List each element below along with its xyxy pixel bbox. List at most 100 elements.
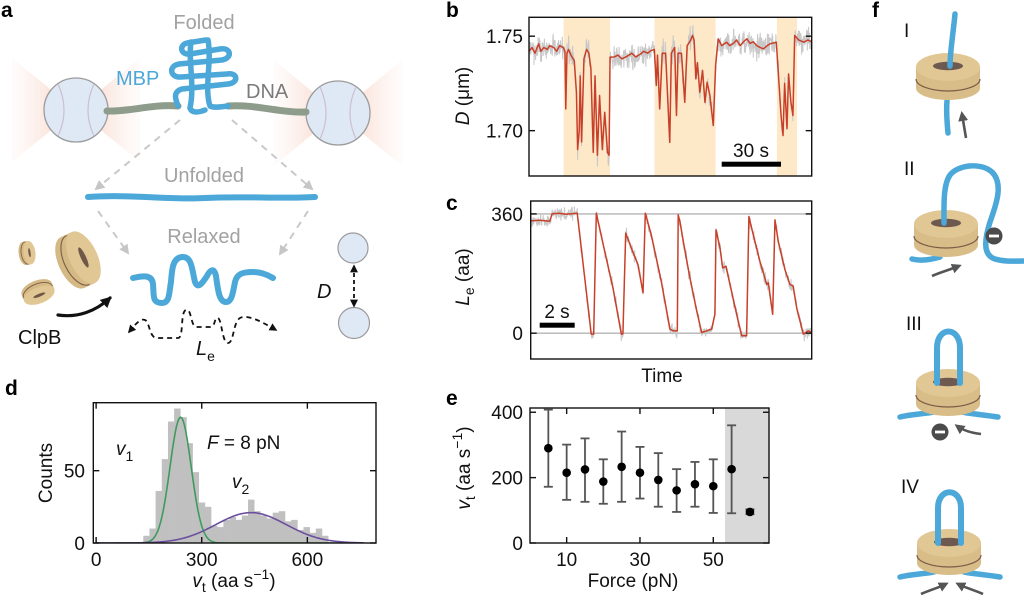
extension-subscript: e <box>207 348 215 364</box>
unfolded-label: Unfolded <box>164 165 244 187</box>
folded-mbp <box>169 37 239 115</box>
histogram-bar <box>186 443 193 543</box>
histogram-bar <box>260 515 267 543</box>
data-point-group <box>543 408 553 488</box>
histogram-bar <box>272 512 280 543</box>
relaxed-protein <box>130 254 276 306</box>
data-point-group <box>745 507 755 517</box>
histogram-bar <box>284 521 292 543</box>
x-axis-unit: (aa s <box>206 571 254 592</box>
data-point-group <box>580 437 590 503</box>
y-tick-label: 360 <box>491 205 523 226</box>
x-axis-label: Force (pN) <box>588 571 679 592</box>
force-value: = 8 pN <box>219 433 281 454</box>
data-point <box>690 479 700 489</box>
dna-label: DNA <box>246 81 289 103</box>
x-tick-label: 50 <box>703 550 724 571</box>
x-axis-symbol: v <box>192 571 203 592</box>
x-axis-label: Time <box>641 366 683 387</box>
mechanism-step-1: I <box>904 11 981 139</box>
force-symbol: F <box>207 433 220 454</box>
mechanism-step-4: IV <box>897 477 1003 596</box>
transition-arrows <box>94 119 314 256</box>
x-tick-label: 0 <box>91 550 102 571</box>
panel-label-e: e <box>446 387 458 410</box>
bead-bottom <box>337 306 371 340</box>
x-axis-label: vt (aa s−1) <box>192 566 275 595</box>
y-tick-label: 0 <box>512 324 523 345</box>
chart-d-marks: 0 50 0 300 600 <box>64 402 377 571</box>
histogram-bar <box>248 499 255 543</box>
raw-trace <box>530 206 812 342</box>
data-point <box>617 462 626 472</box>
y-axis-label: Counts <box>36 443 57 503</box>
histogram-bar <box>192 472 200 543</box>
chart-e-marks: 0 200 400 10 30 50 <box>491 403 770 571</box>
x-tick-label: 600 <box>291 550 323 571</box>
histogram-bar <box>254 511 261 543</box>
histogram-bar <box>217 527 224 543</box>
data-point-group <box>617 430 627 503</box>
histogram-bar <box>241 515 249 543</box>
histogram-bar <box>235 519 243 543</box>
histogram-bar <box>291 519 298 543</box>
plot-frame <box>530 200 813 360</box>
histogram-bar <box>174 408 181 543</box>
y-axis-symbol: D <box>453 111 474 125</box>
relaxed-label: Relaxed <box>167 226 240 248</box>
chart-c-marks: 0 360 <box>491 200 813 360</box>
step-label: IV <box>901 477 919 498</box>
translocation-arrow <box>920 582 949 596</box>
x-axis-subscript: t <box>202 579 206 595</box>
y-axis-label: vt (aa s−1) <box>449 426 478 509</box>
minus-icon <box>985 227 1003 245</box>
substrate-loop <box>934 328 963 386</box>
histogram-bar <box>167 421 175 543</box>
mbp-label: MBP <box>116 68 159 90</box>
bead-top <box>337 232 369 264</box>
panel-c: c 0 360 2 s Le (aa) Time <box>446 192 813 387</box>
fit-label-v2-symbol: v <box>232 472 243 493</box>
histogram-bar <box>315 528 323 543</box>
histogram-bar <box>204 506 212 543</box>
data-point-group <box>690 461 700 508</box>
panel-label-b: b <box>446 0 459 22</box>
y-tick-label: 200 <box>491 469 523 490</box>
plot-frame <box>92 402 377 544</box>
unfolded-protein <box>85 193 318 202</box>
clpb-ring <box>915 369 981 416</box>
y-axis-unit: (aa s <box>454 449 475 497</box>
y-axis-unit: (aa) <box>453 248 474 287</box>
x-axis-unit-close: ) <box>269 571 275 592</box>
bead-right <box>305 80 371 146</box>
fit-label-v2-subscript: 2 <box>242 481 250 497</box>
scale-bar <box>539 322 575 328</box>
histogram-bar <box>297 529 304 543</box>
y-axis-label: Le (aa) <box>453 248 477 305</box>
clpb-hexamer <box>21 279 55 305</box>
extension-label: Le <box>196 338 215 364</box>
panel-label-c: c <box>446 192 458 215</box>
contour-length-arrow <box>127 309 278 344</box>
dna-handle-right <box>224 102 310 116</box>
histogram-bar <box>180 417 187 543</box>
histogram-bar <box>278 511 286 543</box>
y-axis-label: D (μm) <box>453 67 474 125</box>
clpb-activity-interval <box>776 17 798 176</box>
data-point-group <box>635 445 645 500</box>
y-axis-subscript: t <box>462 496 478 500</box>
y-axis-symbol: v <box>454 499 475 510</box>
panel-label-a: a <box>1 0 13 22</box>
data-point <box>653 475 663 485</box>
data-point <box>727 464 736 474</box>
scale-bar-label: 2 s <box>544 302 569 323</box>
fit-label-v1: v1 <box>116 439 134 464</box>
scale-bar-label: 30 s <box>733 141 769 162</box>
panel-f: f I II <box>872 0 1024 596</box>
step-label: II <box>904 159 915 180</box>
force-annotation: F = 8 pN <box>207 433 280 454</box>
substrate-loop <box>935 489 964 546</box>
data-point <box>635 468 645 478</box>
